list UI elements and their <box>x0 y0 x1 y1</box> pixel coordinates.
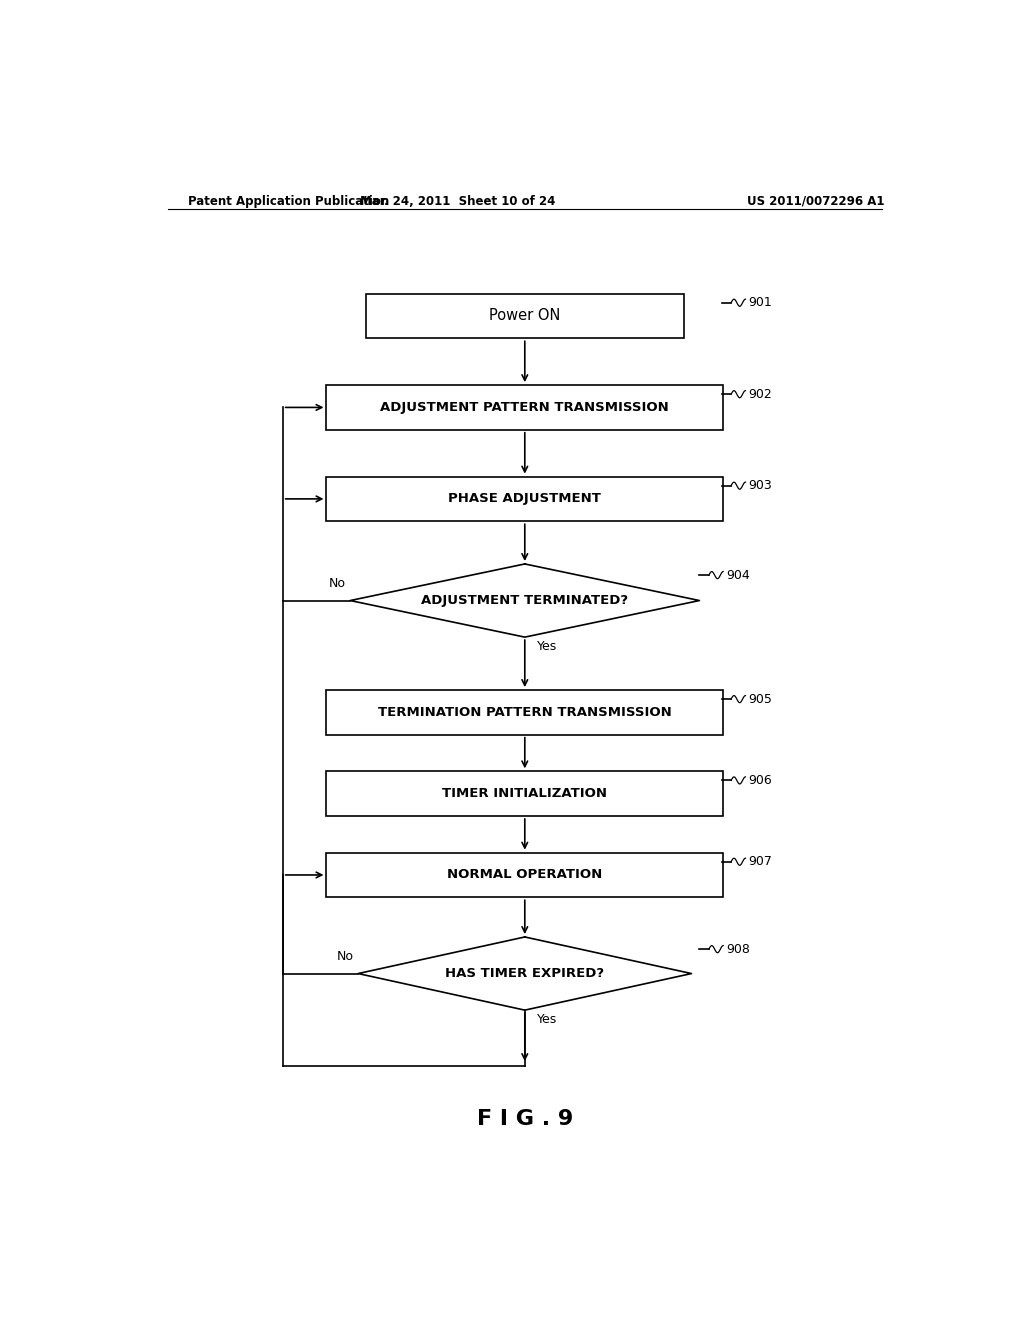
Text: TERMINATION PATTERN TRANSMISSION: TERMINATION PATTERN TRANSMISSION <box>378 706 672 719</box>
Text: US 2011/0072296 A1: US 2011/0072296 A1 <box>748 194 885 207</box>
Text: ADJUSTMENT TERMINATED?: ADJUSTMENT TERMINATED? <box>421 594 629 607</box>
Text: 901: 901 <box>749 296 772 309</box>
Text: 905: 905 <box>749 693 772 706</box>
Text: Patent Application Publication: Patent Application Publication <box>187 194 389 207</box>
Text: 906: 906 <box>749 774 772 787</box>
FancyBboxPatch shape <box>327 771 723 816</box>
Text: Mar. 24, 2011  Sheet 10 of 24: Mar. 24, 2011 Sheet 10 of 24 <box>359 194 555 207</box>
Text: NORMAL OPERATION: NORMAL OPERATION <box>447 869 602 882</box>
Text: 902: 902 <box>749 388 772 401</box>
FancyBboxPatch shape <box>327 385 723 430</box>
Text: No: No <box>337 950 354 964</box>
Text: Yes: Yes <box>537 1014 557 1026</box>
Text: 908: 908 <box>726 942 751 956</box>
Text: Yes: Yes <box>537 640 557 653</box>
Text: TIMER INITIALIZATION: TIMER INITIALIZATION <box>442 787 607 800</box>
Text: PHASE ADJUSTMENT: PHASE ADJUSTMENT <box>449 492 601 506</box>
Text: 903: 903 <box>749 479 772 492</box>
Text: HAS TIMER EXPIRED?: HAS TIMER EXPIRED? <box>445 968 604 979</box>
FancyBboxPatch shape <box>327 477 723 521</box>
FancyBboxPatch shape <box>367 293 684 338</box>
Text: 907: 907 <box>749 855 772 869</box>
Text: 904: 904 <box>726 569 751 582</box>
Text: ADJUSTMENT PATTERN TRANSMISSION: ADJUSTMENT PATTERN TRANSMISSION <box>381 401 669 414</box>
FancyBboxPatch shape <box>327 690 723 735</box>
Text: Power ON: Power ON <box>489 309 560 323</box>
FancyBboxPatch shape <box>327 853 723 898</box>
Text: F I G . 9: F I G . 9 <box>477 1109 572 1129</box>
Text: No: No <box>330 577 346 590</box>
